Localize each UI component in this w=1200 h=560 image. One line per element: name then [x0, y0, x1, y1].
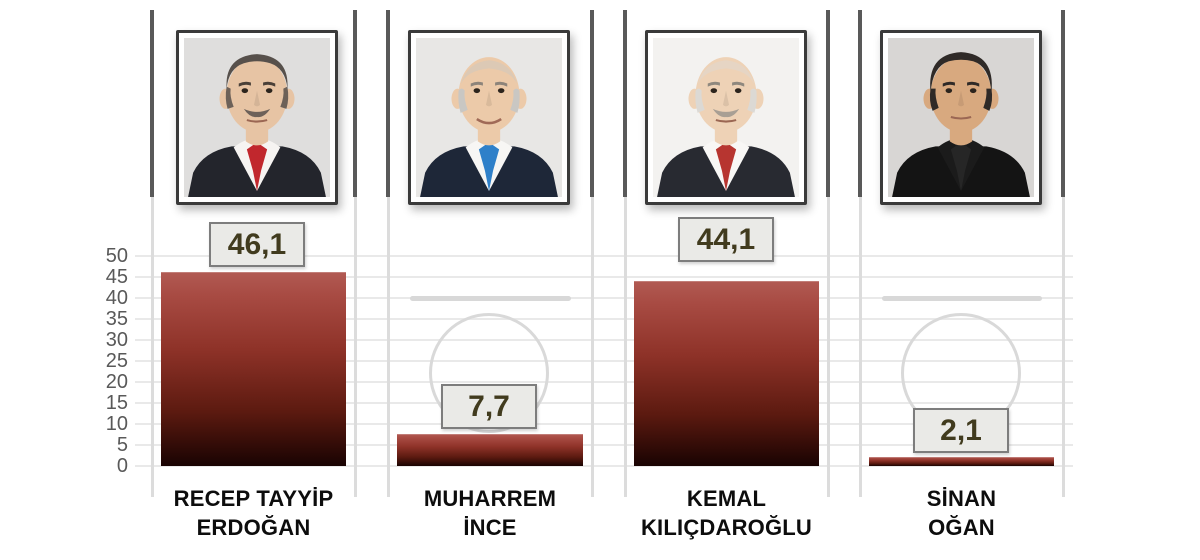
- candidate-name-line1: MUHARREM: [423, 486, 557, 511]
- y-axis-tick-label: 15: [105, 392, 128, 414]
- y-axis-tick-label: 45: [105, 266, 128, 288]
- candidate-avatar: [888, 38, 1034, 197]
- candidate-name: KEMAL KILIÇDAROĞLU: [613, 484, 840, 542]
- column-separator-light: [386, 197, 390, 497]
- gridline: [135, 423, 1073, 425]
- candidate-name-line2: İNCE: [463, 515, 517, 540]
- candidate-avatar: [416, 38, 562, 197]
- candidate-name-line2: OĞAN: [928, 515, 995, 540]
- candidate-name-line2: ERDOĞAN: [196, 515, 311, 540]
- column-separator-light: [1061, 197, 1065, 497]
- candidate-name: SİNAN OĞAN: [848, 484, 1075, 542]
- column-separator-dark: [826, 10, 830, 197]
- candidate-name-line1: KEMAL: [686, 486, 767, 511]
- gridline: [135, 318, 1073, 320]
- candidate-photo-frame: [408, 30, 570, 205]
- y-axis-tick-label: 0: [116, 455, 128, 477]
- gridline: [135, 255, 1073, 257]
- column-separator-light: [826, 197, 830, 497]
- decorative-line: [410, 296, 571, 301]
- value-badge: 46,1: [209, 222, 305, 267]
- watermark-circle: [429, 313, 549, 433]
- result-bar: [634, 281, 819, 466]
- gridline: [135, 444, 1073, 446]
- y-axis-tick-label: 10: [105, 413, 128, 435]
- y-axis-tick-label: 50: [105, 245, 128, 267]
- candidate-photo-frame: [176, 30, 338, 205]
- gridline: [135, 339, 1073, 341]
- gridline: [135, 381, 1073, 383]
- candidate-name-line1: SİNAN: [926, 486, 997, 511]
- gridline: [135, 297, 1073, 299]
- candidate-photo-frame: [645, 30, 807, 205]
- candidate-photo: [184, 38, 330, 197]
- gridline: [135, 360, 1073, 362]
- candidate-name-line1: RECEP TAYYİP: [173, 486, 334, 511]
- value-badge: 44,1: [678, 217, 774, 262]
- y-axis-tick-label: 35: [105, 308, 128, 330]
- y-axis-tick-label: 30: [105, 329, 128, 351]
- column-separator-light: [858, 197, 862, 497]
- result-bar: [161, 272, 346, 466]
- result-bar: [397, 434, 583, 466]
- value-badge: 7,7: [441, 384, 537, 429]
- candidate-name-line2: KILIÇDAROĞLU: [640, 515, 813, 540]
- column-separator-dark: [353, 10, 357, 197]
- candidate-photo: [653, 38, 799, 197]
- gridline: [135, 276, 1073, 278]
- candidate-name: MUHARREM İNCE: [376, 484, 604, 542]
- value-badge: 2,1: [913, 408, 1009, 453]
- column-separator-dark: [1061, 10, 1065, 197]
- result-bar: [869, 457, 1054, 466]
- y-axis-tick-label: 20: [105, 371, 128, 393]
- decorative-line: [882, 296, 1042, 301]
- y-axis-tick-label: 5: [116, 434, 128, 456]
- column-separator-dark: [386, 10, 390, 197]
- candidate-photo: [416, 38, 562, 197]
- column-separator-light: [590, 197, 594, 497]
- column-separator-light: [150, 197, 154, 497]
- candidate-avatar: [184, 38, 330, 197]
- column-separator-dark: [623, 10, 627, 197]
- y-axis-tick-label: 40: [105, 287, 128, 309]
- column-separator-light: [623, 197, 627, 497]
- candidate-photo-frame: [880, 30, 1042, 205]
- gridline: [135, 465, 1073, 467]
- candidate-avatar: [653, 38, 799, 197]
- candidate-name: RECEP TAYYİP ERDOĞAN: [140, 484, 367, 542]
- column-separator-light: [353, 197, 357, 497]
- column-separator-dark: [590, 10, 594, 197]
- y-axis-tick-label: 25: [105, 350, 128, 372]
- candidate-photo: [888, 38, 1034, 197]
- column-separator-dark: [150, 10, 154, 197]
- gridline: [135, 402, 1073, 404]
- column-separator-dark: [858, 10, 862, 197]
